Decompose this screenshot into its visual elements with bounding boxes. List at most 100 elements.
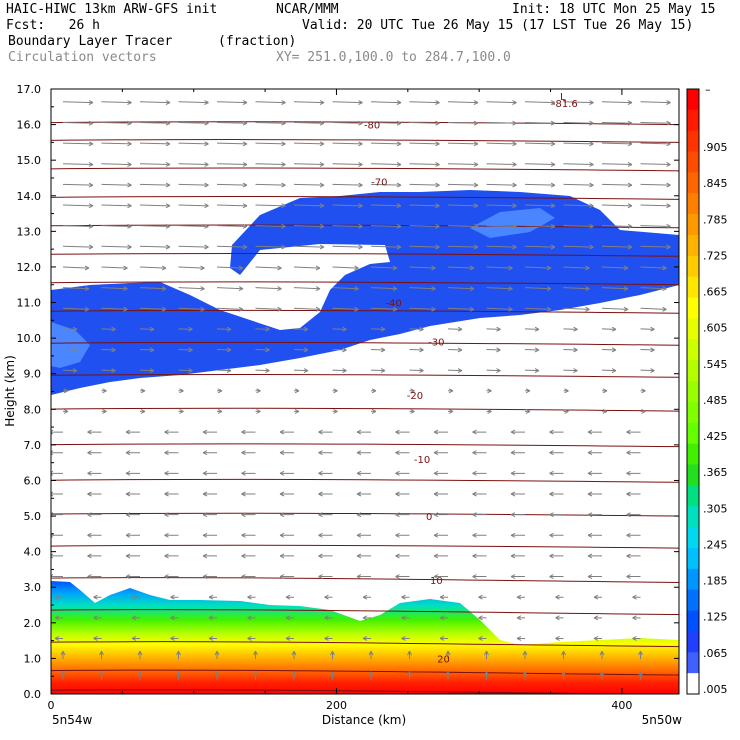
colorbar-swatch	[687, 547, 699, 570]
isotherm	[51, 577, 679, 584]
circulation-vector	[486, 286, 513, 292]
circulation-vector	[524, 100, 556, 105]
circulation-vector	[202, 532, 217, 538]
circulation-vector	[294, 408, 300, 414]
circulation-vector	[362, 615, 371, 621]
y-tick-label: 4.0	[24, 546, 42, 559]
circulation-vector	[279, 532, 294, 538]
forecast-hour: Fcst: 26 h	[6, 18, 100, 33]
colorbar-swatch	[687, 297, 699, 319]
isotherm	[51, 341, 679, 346]
circulation-vector	[448, 388, 454, 394]
circulation-vector	[640, 100, 671, 105]
isotherm	[51, 512, 679, 517]
circulation-vector	[255, 286, 282, 292]
circulation-vector	[356, 574, 371, 580]
circulation-vector	[216, 265, 244, 271]
circulation-vector	[448, 408, 454, 414]
circulation-vector	[433, 512, 448, 518]
circulation-vector	[486, 100, 517, 105]
colorbar-swatch	[687, 568, 699, 591]
circulation-vector	[178, 161, 209, 167]
circulation-vector	[216, 223, 248, 229]
circulation-vector	[409, 203, 440, 209]
circulation-vector	[255, 408, 261, 414]
y-axis-title: Height (km)	[3, 355, 17, 426]
low-marker: L	[560, 92, 566, 103]
circulation-vector	[563, 182, 594, 188]
circulation-vector	[409, 244, 440, 250]
circulation-vector	[87, 532, 102, 538]
circulation-vector	[125, 512, 140, 518]
circulation-vector	[216, 368, 232, 373]
circulation-vector	[318, 450, 333, 456]
circulation-vector	[101, 326, 116, 332]
circulation-vector	[516, 636, 525, 641]
colorbar-swatch	[687, 193, 699, 215]
circulation-vector	[522, 650, 528, 660]
circulation-vector	[54, 594, 63, 600]
circulation-vector	[178, 326, 193, 332]
circulation-vector	[62, 141, 94, 147]
circulation-vector	[587, 574, 602, 580]
circulation-vector	[549, 574, 564, 580]
circulation-vector	[140, 388, 146, 394]
circulation-vector	[433, 574, 448, 580]
circulation-vector	[409, 120, 440, 126]
circulation-vector	[285, 615, 294, 621]
circulation-vector	[409, 368, 424, 373]
y-tick-label: 15.0	[17, 154, 42, 167]
circulation-vector	[164, 491, 179, 497]
circulation-vector	[472, 532, 487, 538]
circulation-vector	[486, 265, 513, 271]
circulation-vector	[279, 553, 294, 559]
circulation-vector	[332, 223, 363, 229]
circulation-vector	[255, 368, 270, 373]
circulation-vector	[626, 470, 641, 476]
circulation-vector	[510, 429, 525, 435]
circulation-vector	[214, 671, 220, 680]
y-tick-label: 17.0	[17, 83, 42, 96]
circulation-vector	[332, 182, 363, 188]
field-name: Boundary Layer Tracer	[8, 34, 173, 49]
circulation-vector	[293, 326, 309, 332]
circulation-vector	[216, 244, 248, 250]
circulation-vector	[524, 306, 552, 312]
circulation-vector	[486, 347, 501, 353]
circulation-vector	[62, 326, 78, 332]
circulation-vector	[486, 182, 517, 188]
colorbar-label: .125	[703, 611, 728, 624]
circulation-vector	[587, 491, 602, 497]
circulation-vector	[524, 326, 540, 332]
circulation-vector	[626, 553, 641, 559]
x-tick-label: 200	[326, 699, 347, 712]
circulation-vector	[549, 553, 564, 559]
circulation-vector	[510, 512, 525, 518]
circulation-vector	[247, 594, 256, 600]
circulation-vector	[486, 306, 513, 312]
circulation-vector	[332, 120, 363, 126]
circulation-vector	[202, 574, 217, 580]
circulation-vector	[563, 326, 578, 332]
circulation-vector	[247, 615, 256, 621]
circulation-vector	[587, 532, 602, 538]
circulation-vector	[484, 671, 489, 680]
circulation-vector	[472, 491, 487, 497]
circulation-vector	[63, 408, 69, 414]
circulation-vector	[409, 408, 415, 414]
circulation-vector	[164, 470, 179, 476]
colorbar-swatch	[687, 652, 699, 674]
circulation-vector	[370, 347, 386, 353]
circulation-vector	[486, 244, 517, 250]
circulation-vector	[640, 223, 671, 229]
circulation-vector	[216, 347, 232, 353]
colorbar-label: .845	[703, 177, 728, 190]
circulation-vector	[447, 161, 479, 167]
circulation-vector	[370, 326, 386, 332]
circulation-vector	[638, 671, 643, 680]
isotherm	[51, 544, 679, 549]
circulation-vector	[524, 203, 556, 209]
colorbar-label: .065	[703, 647, 728, 660]
circulation-vector	[640, 286, 667, 292]
